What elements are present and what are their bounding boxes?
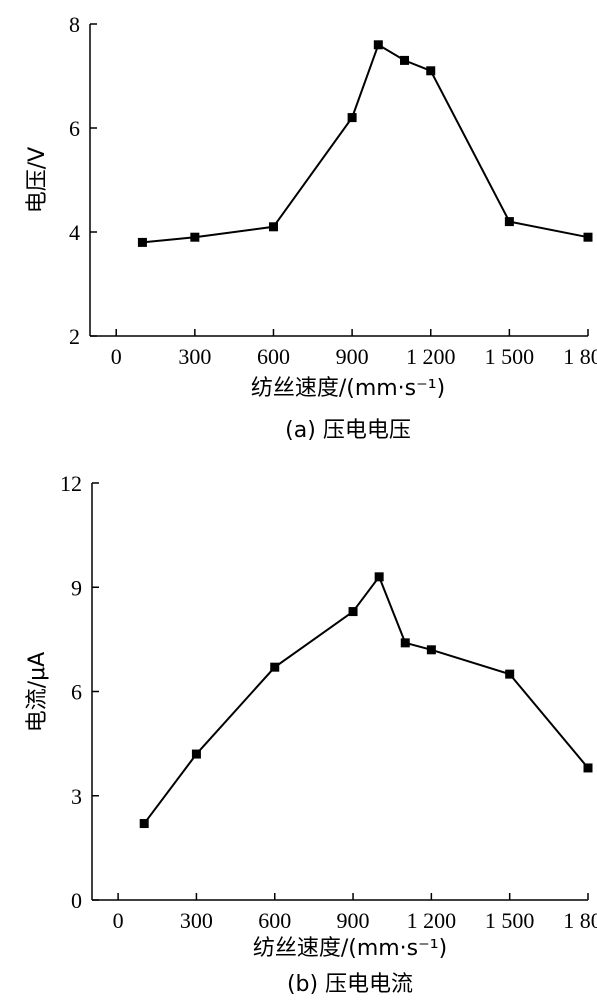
chart-b-series-line bbox=[143, 574, 589, 825]
chart-b-data-point bbox=[270, 662, 280, 672]
chart-a-x-tick-label: 1 200 bbox=[406, 344, 456, 369]
chart-a-x-tick-label: 600 bbox=[257, 344, 290, 369]
chart-b-xlabel: 纺丝速度/(mm·s⁻¹) bbox=[253, 936, 447, 961]
chart-b-data-point bbox=[191, 749, 201, 759]
chart-a-y-tick-label: 8 bbox=[69, 12, 80, 37]
chart-a-x-tick-label: 0 bbox=[111, 344, 122, 369]
chart-a-x-tick-label: 300 bbox=[178, 344, 211, 369]
chart-b-data-point bbox=[400, 638, 410, 648]
chart-a-x-tick-label: 1 500 bbox=[485, 344, 535, 369]
chart-b-y-tick-label: 0 bbox=[71, 888, 82, 913]
chart-b-data-point bbox=[505, 669, 515, 679]
chart-a-y-tick-label: 4 bbox=[69, 220, 80, 245]
chart-a-xlabel: 纺丝速度/(mm·s⁻¹) bbox=[251, 376, 445, 401]
chart-a-caption: (a) 压电电压 bbox=[285, 418, 411, 443]
chart-a: 电压/V 纺丝速度/(mm·s⁻¹) (a) 压电电压 2 4 6 8 0 300 600 9… bbox=[25, 12, 597, 443]
chart-a-data-point bbox=[137, 237, 147, 247]
chart-b-data-point bbox=[348, 607, 358, 617]
chart-b-y-tick-label: 3 bbox=[71, 784, 82, 809]
chart-a-data-point bbox=[373, 40, 383, 50]
chart-a-data-point bbox=[347, 113, 357, 123]
chart-a-y-tick-label: 2 bbox=[69, 324, 80, 349]
chart-a-data-point bbox=[400, 55, 410, 65]
chart-a-data-point bbox=[583, 232, 593, 242]
chart-a-x-tick-label: 1 800 bbox=[563, 344, 597, 369]
chart-b-data-point bbox=[426, 645, 436, 655]
chart-b-caption: (b) 压电电流 bbox=[287, 972, 413, 997]
chart-b-x-tick-label: 0 bbox=[113, 908, 124, 933]
chart-a-data-point bbox=[268, 222, 278, 232]
chart-b-ylabel: 电流/μA bbox=[25, 652, 50, 732]
chart-b-x-tick-label: 600 bbox=[258, 908, 291, 933]
chart-b-y-tick-label: 9 bbox=[71, 575, 82, 600]
chart-b: 电流/μA 纺丝速度/(mm·s⁻¹) (b) 压电电流 0 3 6 9 12 0 300 6… bbox=[25, 471, 597, 997]
chart-b-x-tick-label: 1 200 bbox=[407, 908, 457, 933]
chart-b-x-tick-label: 1 500 bbox=[485, 908, 535, 933]
chart-a-data-point bbox=[504, 217, 514, 227]
chart-b-data-point bbox=[139, 819, 149, 829]
chart-b-x-tick-label: 1 800 bbox=[563, 908, 597, 933]
chart-a-y-tick-label: 6 bbox=[69, 116, 80, 141]
chart-a-data-point bbox=[426, 66, 436, 76]
chart-a-series-line bbox=[142, 43, 589, 244]
chart-a-ylabel: 电压/V bbox=[25, 147, 50, 213]
chart-b-x-tick-label: 300 bbox=[180, 908, 213, 933]
chart-b-y-tick-label: 6 bbox=[71, 680, 82, 705]
chart-b-y-tick-label: 12 bbox=[60, 471, 82, 496]
chart-a-data-point bbox=[190, 232, 200, 242]
chart-b-data-point bbox=[583, 763, 593, 773]
chart-a-x-tick-label: 900 bbox=[336, 344, 369, 369]
chart-b-data-point bbox=[374, 572, 384, 582]
chart-b-x-tick-label: 900 bbox=[337, 908, 370, 933]
